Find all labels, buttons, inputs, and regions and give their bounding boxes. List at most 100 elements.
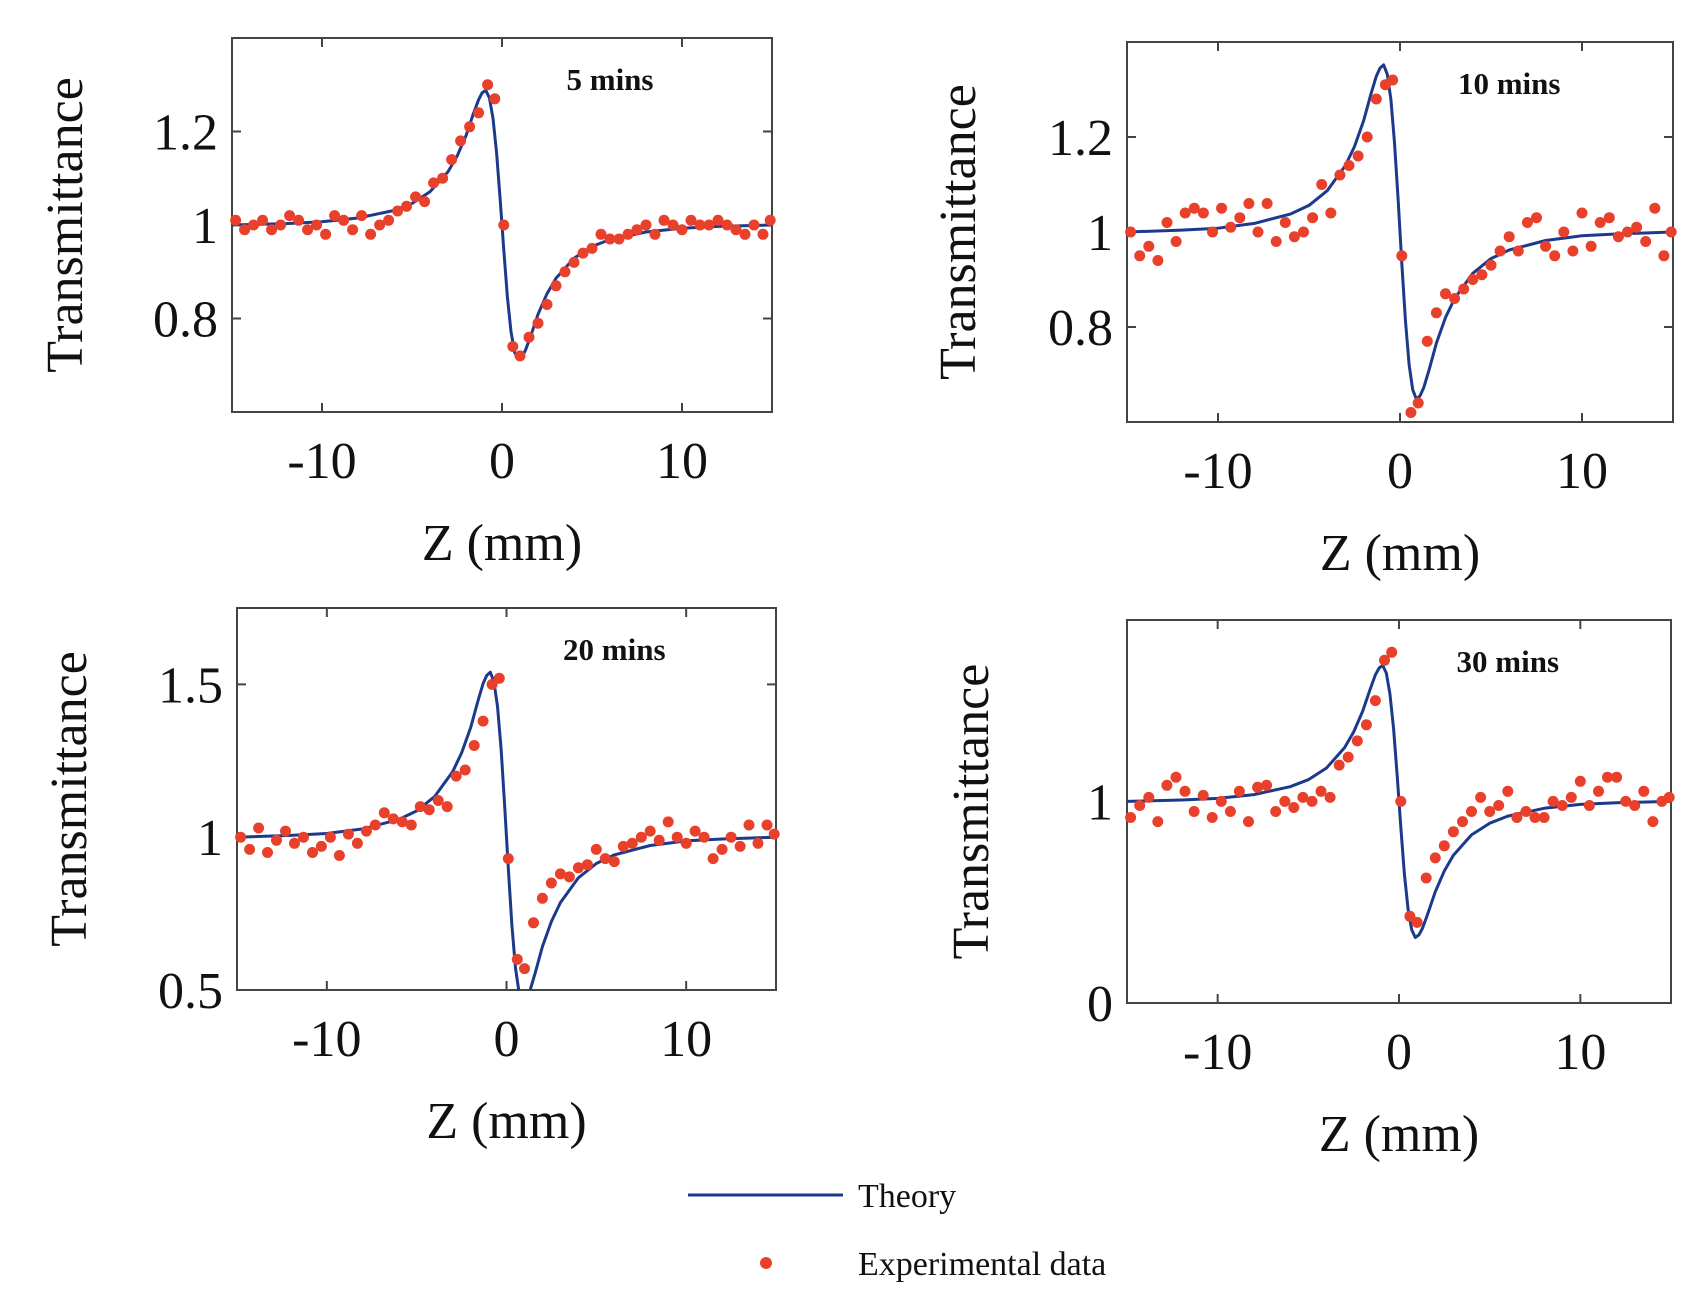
panel-1-x-axis-label: Z (mm) (422, 515, 582, 572)
panel-2-x-tick-label: -10 (1183, 443, 1252, 500)
panel-4-data-point (1484, 806, 1496, 817)
panel-2-data-point (1234, 212, 1246, 224)
panel-4-data-point (1379, 654, 1390, 666)
panel-2-data-point (1467, 274, 1479, 285)
panel-3-data-point (707, 853, 719, 865)
panel-3-data-point (486, 678, 498, 690)
panel-2-data-point (1549, 250, 1561, 262)
panel-1-data-point (419, 196, 431, 208)
panel-2: -10 0 10 0.8 1 1.2 Z (mm) Transmittance 10 mins (930, 41, 1677, 582)
panel-4-data-point (1306, 795, 1318, 807)
panel-4-data-point (1252, 781, 1264, 793)
panel-1-data-point (482, 79, 494, 91)
panel-2-data-point (1216, 202, 1228, 214)
panel-3-data-point (441, 801, 453, 813)
panel-4-data-point (1206, 812, 1218, 823)
panel-4-data-point (1351, 735, 1363, 747)
panel-2-data-point (1161, 217, 1173, 228)
panel-4-data-point (1143, 791, 1155, 803)
panel-4-data-point (1170, 771, 1182, 783)
panel-3-data-point (752, 837, 764, 849)
panel-2-data-point (1512, 245, 1524, 257)
panel-3-data-point (635, 831, 647, 843)
panel-1-data-point (730, 224, 742, 236)
panel-1-data-point (568, 256, 580, 268)
panel-1-data-point (392, 205, 404, 217)
panel-1-data-point (311, 219, 323, 231)
panel-2-data-point (1640, 236, 1652, 247)
panel-3-y-axis-label: Transmittance (41, 651, 98, 947)
panel-4-data-point (1333, 759, 1345, 771)
panel-1-data-point (640, 219, 652, 231)
panel-4-data-point (1297, 791, 1309, 803)
panel-3-data-point (581, 859, 593, 871)
panel-1-data-point (748, 219, 760, 231)
legend: Theory Experimental data (688, 1178, 1106, 1283)
panel-4-data-point (1188, 806, 1200, 817)
panel-4-data-point (1411, 916, 1423, 928)
panel-3-data-point (450, 770, 462, 782)
panel-2-data-point (1225, 221, 1237, 233)
panel-2-x-axis-label: Z (mm) (1320, 525, 1480, 582)
panel-1-data-point (577, 247, 589, 259)
panel-2-data-point (1307, 212, 1319, 224)
panel-1-data-point (239, 224, 251, 236)
panel-2-data-point (1197, 207, 1209, 219)
panel-3-data-point (761, 819, 773, 831)
panel-1-data-point (266, 224, 278, 236)
panel-4-data-point (1395, 795, 1407, 807)
panel-1-data-point (721, 219, 733, 231)
panel-1-data-point (293, 214, 305, 226)
panel-3-data-point (689, 825, 701, 837)
panel-3-y-tick-label: 1 (197, 810, 223, 867)
panel-3-data-point (289, 837, 300, 849)
panel-4-data-point (1529, 812, 1541, 823)
panel-4-data-point (1547, 795, 1559, 807)
panel-2-data-point (1125, 226, 1137, 238)
panel-4-data-point (1538, 812, 1550, 823)
panel-2-data-point (1270, 236, 1282, 247)
panel-1-data-point (464, 121, 476, 133)
panel-1-data-point (347, 224, 359, 236)
panel-2-data-point (1658, 250, 1670, 262)
panel-1-data-point (302, 224, 314, 236)
panel-1-data-point (230, 214, 242, 226)
panel-3-experimental-points (235, 672, 780, 975)
panel-3-data-point (315, 840, 327, 852)
panel-2-title: 10 mins (1458, 66, 1561, 101)
panel-3-data-point (572, 862, 584, 874)
panel-1-data-point (595, 228, 607, 240)
panel-2-data-point (1243, 198, 1255, 209)
panel-2-data-point (1521, 217, 1533, 228)
panel-2-x-tick-label: 10 (1556, 443, 1608, 500)
panel-3-data-point (590, 843, 602, 855)
panel-3-data-point (626, 837, 638, 849)
panel-4-data-point (1152, 816, 1164, 828)
panel-1-data-point (550, 280, 562, 292)
panel-2-data-point (1558, 226, 1570, 238)
panel-3-data-point (502, 853, 514, 865)
panel-2-data-point (1325, 207, 1337, 219)
panel-1-data-point (401, 200, 413, 212)
panel-2-data-point (1585, 240, 1597, 252)
panel-4-data-point (1466, 806, 1477, 817)
panel-2-data-point (1188, 202, 1200, 214)
panel-1-data-point (613, 233, 625, 245)
panel-4-data-point (1593, 785, 1604, 797)
panel-3-plot-frame (236, 607, 777, 991)
panel-4-data-point (1233, 785, 1245, 797)
panel-4-data-point (1369, 695, 1381, 707)
panel-1-data-point (604, 233, 616, 245)
panel-4-data-point (1629, 800, 1641, 811)
panel-2-data-point (1261, 198, 1273, 209)
panel-1-data-point (284, 210, 296, 222)
panel-1-data-point (489, 93, 501, 105)
panel-3-data-point (477, 715, 489, 727)
panel-4-data-point (1447, 826, 1459, 838)
panel-1-data-point (329, 210, 341, 222)
panel-2-data-point (1316, 179, 1328, 190)
panel-4-data-point (1520, 806, 1532, 817)
panel-3-data-point (360, 825, 372, 837)
panel-4-data-point (1197, 789, 1209, 801)
panel-4-y-tick-label: 1 (1087, 774, 1113, 831)
